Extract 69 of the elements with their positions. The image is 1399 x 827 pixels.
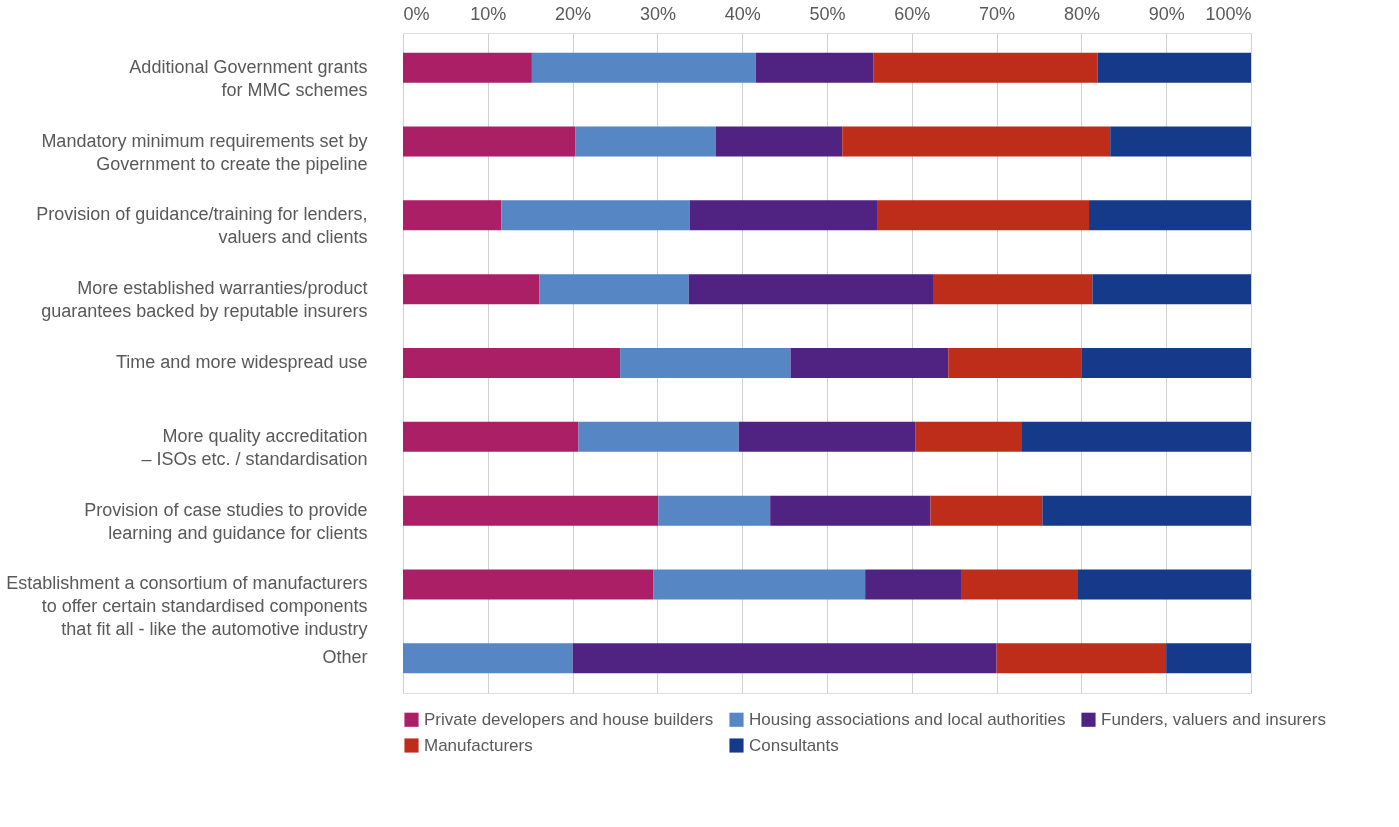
x-tick-label: 60% bbox=[894, 3, 931, 24]
x-tick-label: 40% bbox=[724, 3, 761, 24]
y-tick-label: Provision of case studies to provide learning and guidance for clients bbox=[84, 499, 368, 543]
legend-label: Consultants bbox=[749, 735, 839, 755]
legend-label: Private developers and house builders bbox=[424, 709, 714, 729]
bar bbox=[403, 495, 659, 526]
x-tick-label: 80% bbox=[1063, 3, 1100, 24]
bar bbox=[572, 643, 997, 674]
bar bbox=[403, 52, 532, 83]
y-tick-label: Other bbox=[322, 647, 368, 668]
bar bbox=[948, 348, 1082, 378]
bar bbox=[770, 495, 931, 526]
legend-label: Manufacturers bbox=[424, 735, 533, 755]
bar bbox=[715, 126, 843, 157]
bar bbox=[996, 643, 1167, 674]
y-tick-label: More quality accreditation – ISOs etc. / standardisation bbox=[141, 425, 368, 469]
legend-label: Funders, valuers and insurers bbox=[1101, 709, 1326, 729]
bar bbox=[620, 348, 791, 378]
bar bbox=[689, 200, 878, 231]
bar bbox=[1110, 126, 1251, 157]
bar bbox=[578, 421, 739, 452]
x-tick-label: 50% bbox=[809, 3, 846, 24]
bar bbox=[865, 569, 962, 600]
x-tick-label: 0% bbox=[403, 3, 430, 24]
x-tick-label: 20% bbox=[555, 3, 592, 24]
y-tick-label: Provision of guidance/training for lenders, valuers and clients bbox=[36, 204, 368, 248]
bar bbox=[658, 495, 771, 526]
bar bbox=[933, 274, 1093, 305]
legend-label: Housing associations and local authorities bbox=[749, 709, 1066, 729]
bar bbox=[1166, 643, 1251, 674]
bar bbox=[1042, 495, 1251, 526]
bar bbox=[501, 200, 690, 231]
bar bbox=[738, 421, 916, 452]
bar bbox=[961, 569, 1079, 600]
bar bbox=[930, 495, 1043, 526]
bar bbox=[1089, 200, 1251, 231]
y-tick-label: More established warranties/product guarantees backed by reputable insurers bbox=[41, 278, 368, 322]
x-tick-label: 70% bbox=[979, 3, 1016, 24]
bar bbox=[1021, 421, 1251, 452]
y-tick-label: Establishment a consortium of manufacturers to offer certain standardised components that fit all - like the automotive industry bbox=[6, 573, 368, 640]
x-tick-label: 30% bbox=[639, 3, 676, 24]
bar bbox=[1081, 348, 1251, 378]
bar bbox=[1078, 569, 1251, 600]
bar bbox=[1092, 274, 1251, 305]
bar bbox=[403, 126, 576, 157]
bar bbox=[873, 52, 1098, 83]
bar bbox=[842, 126, 1111, 157]
bar bbox=[1097, 52, 1251, 83]
bar bbox=[531, 52, 756, 83]
y-tick-label: Additional Government grants for MMC schemes bbox=[129, 56, 368, 100]
bar bbox=[403, 643, 573, 674]
bar bbox=[790, 348, 949, 378]
bar bbox=[688, 274, 933, 305]
bar bbox=[575, 126, 716, 157]
x-tick-label: 90% bbox=[1148, 3, 1185, 24]
bar bbox=[755, 52, 874, 83]
bar bbox=[403, 200, 502, 231]
bar bbox=[403, 421, 579, 452]
bar bbox=[403, 274, 540, 305]
bar bbox=[877, 200, 1090, 231]
bar bbox=[653, 569, 866, 600]
x-tick-label: 100% bbox=[1205, 3, 1252, 24]
bar bbox=[539, 274, 689, 305]
x-tick-label: 10% bbox=[470, 3, 507, 24]
bar bbox=[915, 421, 1022, 452]
y-tick-label: Mandatory minimum requirements set by Government to create the pipeline bbox=[41, 130, 368, 174]
bar bbox=[403, 348, 621, 378]
bar bbox=[403, 569, 654, 600]
y-tick-label: Time and more widespread use bbox=[116, 352, 368, 372]
